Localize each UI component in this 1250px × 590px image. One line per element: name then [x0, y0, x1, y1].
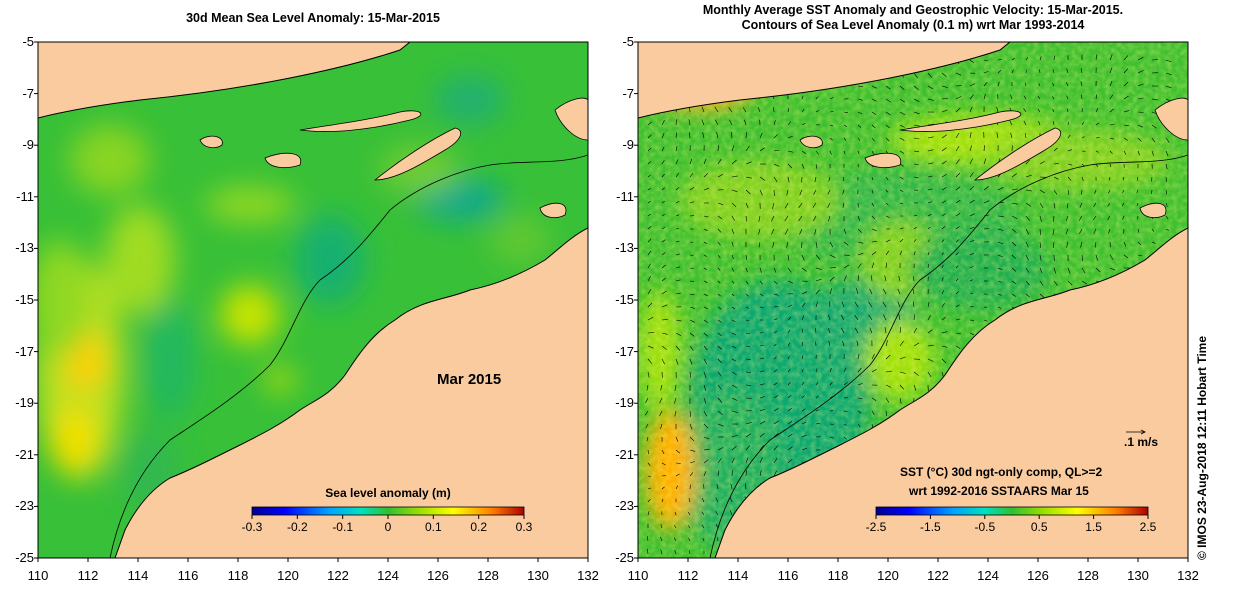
- left-lon-tick-label: 124: [377, 568, 399, 583]
- left-lat-tick-label: -7: [22, 85, 34, 101]
- left-lat-tick-label: -15: [15, 292, 34, 307]
- left-lon-tick-label: 128: [477, 568, 499, 583]
- left-lon-tick-label: 118: [227, 568, 249, 583]
- right-lon-tick-label: 132: [1177, 568, 1199, 583]
- left-lat-tick-label: -17: [15, 343, 34, 359]
- left-lat-tick-label: -9: [22, 137, 34, 153]
- credit-text: © IMOS 23-Aug-2018 12:11 Hobart Time: [1195, 335, 1209, 560]
- right-lon-tick-label: 110: [627, 568, 649, 583]
- right-colorbar-tick-label: -2.5: [865, 520, 887, 534]
- left-colorbar-tick-label: 0.3: [515, 520, 533, 534]
- right-lat-tick-label: -21: [615, 446, 634, 462]
- right-lat-tick-label: -13: [615, 240, 634, 256]
- left-colorbar-tick-label: 0.1: [424, 520, 442, 534]
- right-lon-tick-label: 118: [827, 568, 849, 583]
- left-lat-tick-label: -13: [15, 240, 34, 256]
- left-lon-tick-label: 116: [177, 568, 199, 583]
- left-lat-tick-label: -25: [15, 550, 34, 565]
- right-lat-tick-label: -23: [615, 498, 634, 514]
- right-lat-tick-label: -15: [615, 292, 634, 307]
- right-lon-tick-label: 126: [1027, 568, 1049, 583]
- right-lat-tick-label: -5: [622, 34, 634, 49]
- left-lon-tick-label: 132: [577, 568, 599, 583]
- right-colorbar-tick-label: -0.5: [974, 520, 996, 534]
- left-lat-tick-label: -5: [22, 34, 34, 49]
- right-panel-title-line2: Contours of Sea Level Anomaly (0.1 m) wr…: [741, 18, 1085, 32]
- left-colorbar-tick-label: 0.2: [470, 520, 487, 534]
- right-lon-tick-label: 114: [727, 568, 749, 583]
- left-colorbar-tick-label: -0.2: [286, 520, 308, 534]
- right-lon-tick-label: 112: [677, 568, 699, 583]
- right-lon-tick-label: 130: [1127, 568, 1149, 583]
- right-lat-tick-label: -11: [616, 188, 634, 204]
- left-lat-tick-label: -23: [15, 498, 34, 514]
- left-lat-tick-label: -19: [15, 395, 34, 411]
- left-lon-tick-label: 114: [127, 568, 149, 583]
- right-lon-tick-label: 124: [977, 568, 999, 583]
- right-lat-tick-label: -25: [615, 550, 634, 565]
- left-lon-tick-label: 122: [327, 568, 349, 583]
- left-lat-tick-label: -21: [15, 446, 34, 462]
- right-lon-tick-label: 128: [1077, 568, 1099, 583]
- left-lon-tick-label: 112: [77, 568, 99, 583]
- velocity-scale-arrow: [1126, 429, 1146, 435]
- left-lon-tick-label: 110: [27, 568, 49, 583]
- right-panel-title-line1: Monthly Average SST Anomaly and Geostrop…: [702, 3, 1124, 17]
- right-colorbar-tick-label: 2.5: [1139, 520, 1157, 534]
- right-colorbar-label-line1: SST (°C) 30d ngt-only comp, QL>=2: [900, 465, 1103, 479]
- right-colorbar-tick-label: 0.5: [1030, 520, 1048, 534]
- right-lon-tick-label: 120: [877, 568, 899, 583]
- left-lon-tick-label: 130: [527, 568, 549, 583]
- left-lon-tick-label: 126: [427, 568, 449, 583]
- left-colorbar-tick-label: 0: [384, 520, 392, 534]
- right-colorbar: [875, 506, 1149, 516]
- left-colorbar-tick-label: -0.3: [241, 520, 263, 534]
- right-lon-tick-label: 116: [777, 568, 799, 583]
- left-lat-tick-label: -11: [16, 188, 34, 204]
- right-colorbar-label-line2: wrt 1992-2016 SSTAARS Mar 15: [909, 484, 1089, 498]
- right-colorbar-tick-label: 1.5: [1085, 520, 1102, 534]
- left-panel-title: 30d Mean Sea Level Anomaly: 15-Mar-2015: [186, 11, 440, 25]
- right-lat-tick-label: -9: [622, 137, 634, 153]
- right-lat-tick-label: -7: [622, 85, 634, 101]
- left-colorbar: [251, 506, 525, 516]
- velocity-scale-label: .1 m/s: [1124, 435, 1159, 449]
- left-colorbar-tick-label: -0.1: [332, 520, 353, 534]
- left-lon-tick-label: 120: [277, 568, 299, 583]
- left-month-label: Mar 2015: [437, 371, 502, 388]
- right-lat-tick-label: -17: [615, 343, 634, 359]
- right-colorbar-tick-label: -1.5: [920, 520, 941, 534]
- right-lat-tick-label: -19: [615, 395, 634, 411]
- right-lon-tick-label: 122: [927, 568, 949, 583]
- left-colorbar-label: Sea level anomaly (m): [325, 486, 451, 500]
